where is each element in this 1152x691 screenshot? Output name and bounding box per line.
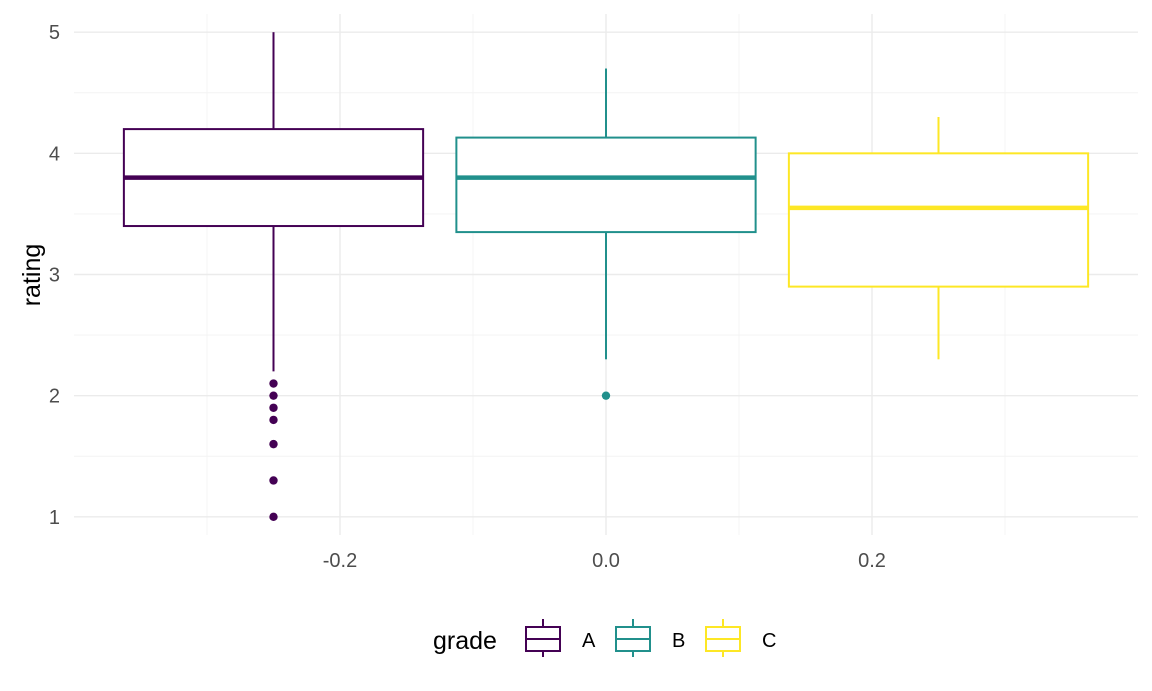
outlier-point <box>601 391 611 400</box>
box-iqr <box>787 152 1090 288</box>
x-tick-label: 0.0 <box>592 550 620 572</box>
y-tick-label: 4 <box>49 143 60 165</box>
legend-label: B <box>672 630 685 652</box>
y-axis-tick-labels: 1 2 3 4 5 <box>49 22 60 529</box>
outlier-point <box>269 439 278 449</box>
box-group-C <box>787 116 1090 360</box>
legend-title: grade <box>433 627 497 655</box>
legend-label: A <box>582 630 596 652</box>
outlier-point <box>269 415 278 425</box>
x-axis-tick-labels: -0.2 0.0 0.2 <box>323 550 886 572</box>
outlier-point <box>269 391 278 400</box>
legend-item-A: A <box>525 619 596 657</box>
box-iqr <box>455 136 757 234</box>
outlier-point <box>269 476 278 485</box>
boxes <box>122 32 1090 522</box>
outlier-point <box>269 512 278 522</box>
y-tick-label: 1 <box>49 507 60 529</box>
legend-item-C: C <box>705 619 776 657</box>
box-group-A <box>122 32 425 522</box>
y-tick-label: 3 <box>49 265 60 287</box>
legend-item-B: B <box>615 619 685 657</box>
outlier-point <box>269 379 278 388</box>
legend-label: C <box>762 630 776 652</box>
y-axis-title: rating <box>18 244 46 307</box>
x-tick-label: -0.2 <box>323 550 357 572</box>
x-tick-label: 0.2 <box>858 550 886 572</box>
legend: grade A B C <box>433 619 776 657</box>
outlier-point <box>269 403 278 412</box>
box-group-B <box>455 68 757 400</box>
legend-keys: A B C <box>525 619 776 657</box>
y-tick-label: 5 <box>49 22 60 44</box>
y-tick-label: 2 <box>49 386 60 408</box>
